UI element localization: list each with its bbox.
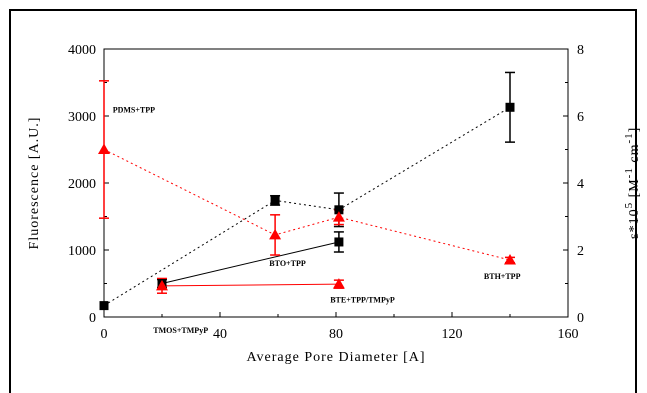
data-point-square [270, 195, 280, 205]
annotation-label: TMOS+TMPyP [153, 326, 208, 335]
y-left-axis-title: Fluorescence [A.U.] [27, 117, 42, 250]
y-right-title-unit2: cm [627, 144, 642, 168]
x-axis-title: Average Pore Diameter [A] [246, 350, 425, 365]
y-right-tick-label: 8 [577, 43, 584, 58]
y-right-title-exp2: -1 [623, 167, 635, 178]
annotation-label: BTH+TPP [484, 272, 521, 281]
data-point-square [99, 301, 109, 311]
x-tick-label: 0 [101, 327, 108, 342]
y-right-tick-label: 4 [577, 177, 584, 192]
error-bars [99, 71, 515, 294]
y-right-tick-label: 0 [577, 311, 584, 326]
y-left-axis-ticks: 0 1000 2000 3000 4000 [68, 43, 109, 326]
y-right-axis-title: ε*105 [M-1 cm-1] [623, 127, 642, 240]
y-left-tick-label: 3000 [68, 110, 96, 125]
annotation-label: PDMS+TPP [113, 106, 155, 115]
y-left-tick-label: 0 [89, 311, 96, 326]
data-markers [98, 102, 516, 311]
y-left-tick-label: 1000 [68, 244, 96, 259]
data-point-triangle [156, 279, 168, 291]
data-point-triangle [332, 278, 345, 289]
x-tick-label: 40 [213, 327, 227, 342]
annotation-label: BTE+TPP/TMPyP [330, 295, 395, 304]
x-axis-ticks: 0 40 80 120 160 [101, 312, 579, 342]
series-line-black-dotted [103, 106, 511, 307]
data-point-triangle [98, 143, 110, 154]
y-right-title-close: ] [627, 127, 642, 133]
data-point-square [505, 102, 515, 112]
y-right-title-exp3: -1 [623, 132, 635, 143]
x-tick-label: 120 [442, 327, 463, 342]
y-right-tick-label: 6 [577, 110, 584, 125]
y-right-title-unit: [M [627, 178, 642, 202]
data-point-square [334, 237, 344, 247]
data-point-triangle [269, 228, 282, 240]
data-point-square [334, 205, 344, 215]
data-point-triangle [332, 211, 345, 222]
data-point-triangle [504, 254, 516, 265]
y-right-title-base: ε*10 [627, 208, 642, 239]
series-lines [103, 106, 511, 307]
series-line-red-dotted [103, 149, 511, 261]
y-left-tick-label: 2000 [68, 177, 96, 192]
y-right-tick-label: 2 [577, 244, 584, 259]
y-right-axis-ticks: 0 2 4 6 8 [563, 43, 584, 326]
y-right-title-exp: 5 [623, 202, 635, 209]
figure-frame [9, 9, 637, 393]
annotation-label: BTO+TPP [269, 259, 306, 268]
y-left-tick-label: 4000 [68, 43, 96, 58]
series-line-black-solid [161, 241, 340, 284]
x-tick-label: 160 [558, 327, 579, 342]
series-line-red-solid [161, 283, 339, 287]
annotations: PDMS+TPP BTO+TPP TMOS+TMPyP BTE+TPP/TMPyP BT… [113, 106, 521, 335]
x-tick-label: 80 [329, 327, 343, 342]
